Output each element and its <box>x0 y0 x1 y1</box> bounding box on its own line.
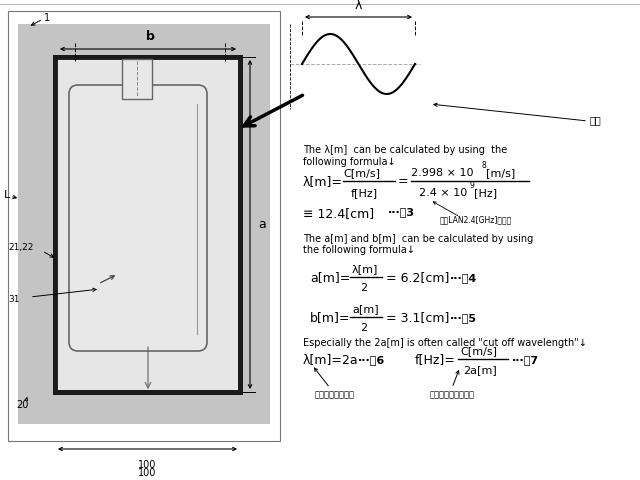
Text: [m/s]: [m/s] <box>486 168 515 178</box>
Text: = 3.1[cm]: = 3.1[cm] <box>386 311 449 324</box>
Text: The λ[m]  can be calculated by using  the: The λ[m] can be calculated by using the <box>303 144 508 155</box>
Text: a: a <box>258 218 266 231</box>
Text: ···式4: ···式4 <box>450 273 477 282</box>
Text: 無線LAN2.4[GHz]を想定: 無線LAN2.4[GHz]を想定 <box>440 215 512 224</box>
Bar <box>122 60 152 100</box>
Text: = 6.2[cm]: = 6.2[cm] <box>386 271 449 284</box>
Text: 1: 1 <box>44 13 50 23</box>
Text: 2: 2 <box>360 323 367 332</box>
Text: λ: λ <box>355 0 362 12</box>
Bar <box>18 25 270 424</box>
Text: 21,22: 21,22 <box>8 243 33 252</box>
Text: λ[m]=: λ[m]= <box>303 175 343 188</box>
Text: L: L <box>4 190 10 200</box>
Bar <box>57 60 238 390</box>
Text: following formula↓: following formula↓ <box>303 156 396 167</box>
Text: 導波管の遮断波長: 導波管の遮断波長 <box>315 389 355 398</box>
Text: λ[m]: λ[m] <box>352 264 378 274</box>
Text: λ[m]=2a: λ[m]=2a <box>303 353 358 366</box>
Text: ≡ 12.4[cm]: ≡ 12.4[cm] <box>303 206 374 219</box>
Bar <box>55 58 240 392</box>
Text: f[Hz]: f[Hz] <box>351 188 378 198</box>
Bar <box>8 12 280 441</box>
Text: 100: 100 <box>138 459 156 469</box>
Text: 2a[m]: 2a[m] <box>463 364 497 374</box>
Text: 導波管の遮断周波数: 導波管の遮断周波数 <box>430 389 475 398</box>
Text: 31: 31 <box>8 295 19 304</box>
Text: C[m/s]: C[m/s] <box>460 345 497 355</box>
Text: Especially the 2a[m] is often called "cut off wavelength"↓: Especially the 2a[m] is often called "cu… <box>303 337 587 347</box>
Text: =: = <box>398 175 408 188</box>
Text: 20: 20 <box>16 399 28 409</box>
Text: a[m]=: a[m]= <box>310 271 350 284</box>
Text: 2.4 × 10: 2.4 × 10 <box>419 188 467 198</box>
Text: 2: 2 <box>360 282 367 292</box>
Text: 100: 100 <box>138 467 156 477</box>
FancyBboxPatch shape <box>69 86 207 351</box>
Bar <box>55 58 240 392</box>
Text: ···式7: ···式7 <box>512 354 539 364</box>
Text: f[Hz]=: f[Hz]= <box>415 353 456 366</box>
Text: 2.998 × 10: 2.998 × 10 <box>411 168 474 178</box>
Text: ···式6: ···式6 <box>358 354 385 364</box>
Text: the following formula↓: the following formula↓ <box>303 244 415 254</box>
Text: The a[m] and b[m]  can be calculated by using: The a[m] and b[m] can be calculated by u… <box>303 233 533 243</box>
Text: a[m]: a[m] <box>352 303 379 313</box>
Text: [Hz]: [Hz] <box>474 188 497 198</box>
Text: 光波: 光波 <box>590 115 602 125</box>
Text: 8: 8 <box>481 161 486 170</box>
Text: ···式5: ···式5 <box>450 312 477 323</box>
Text: b[m]=: b[m]= <box>310 311 351 324</box>
Text: C[m/s]: C[m/s] <box>343 168 380 178</box>
Text: b: b <box>145 30 154 43</box>
Text: ···式3: ···式3 <box>388 206 415 216</box>
Text: 9: 9 <box>469 181 474 190</box>
